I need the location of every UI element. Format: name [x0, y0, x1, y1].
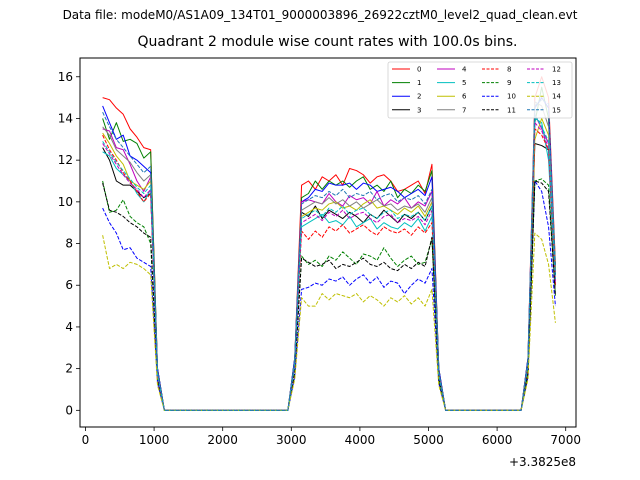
legend-label-14: 14 [552, 93, 561, 101]
legend-label-12: 12 [552, 66, 561, 74]
figure-suptitle: Data file: modeM0/AS1A09_134T01_90000038… [62, 8, 578, 22]
legend-label-3: 3 [417, 106, 421, 114]
y-tick-label: 12 [58, 153, 73, 167]
y-axis: 0 2 4 6 8 10 12 14 16 [58, 70, 80, 417]
x-tick-label: 2000 [207, 433, 238, 447]
legend-label-10: 10 [507, 93, 516, 101]
y-tick-label: 6 [65, 278, 73, 292]
y-tick-label: 16 [58, 70, 73, 84]
legend-label-7: 7 [462, 106, 466, 114]
legend-label-6: 6 [462, 93, 467, 101]
x-offset-label: +3.3825e8 [509, 455, 576, 469]
x-axis: 0 1000 2000 3000 4000 5000 6000 7000 [82, 427, 581, 447]
x-tick-label: 0 [82, 433, 90, 447]
legend-label-15: 15 [552, 106, 561, 114]
legend-label-2: 2 [417, 93, 421, 101]
chart-title: Quadrant 2 module wise count rates with … [137, 34, 518, 50]
axes-frame [79, 57, 577, 428]
plot-area [80, 58, 576, 427]
x-tick-label: 7000 [550, 433, 581, 447]
series-line-15 [102, 99, 556, 411]
legend-box [387, 61, 573, 119]
series-layer [102, 76, 556, 411]
series-line-13 [102, 113, 556, 411]
y-tick-label: 2 [65, 362, 73, 376]
x-tick-label: 1000 [139, 433, 170, 447]
x-tick-label: 6000 [482, 433, 513, 447]
legend-label-0: 0 [417, 66, 421, 74]
y-tick-label: 0 [65, 403, 73, 417]
y-tick-label: 14 [58, 111, 73, 125]
series-line-12 [102, 122, 556, 411]
legend-label-1: 1 [417, 79, 421, 87]
x-tick-label: 3000 [276, 433, 307, 447]
legend-label-9: 9 [507, 79, 511, 87]
y-tick-label: 8 [65, 237, 73, 251]
x-tick-label: 4000 [345, 433, 376, 447]
legend-label-13: 13 [552, 79, 561, 87]
y-tick-label: 10 [58, 195, 73, 209]
legend-label-11: 11 [507, 106, 516, 114]
legend-label-5: 5 [462, 79, 466, 87]
y-tick-label: 4 [65, 320, 73, 334]
x-tick-label: 5000 [413, 433, 444, 447]
legend-label-8: 8 [507, 66, 511, 74]
legend-label-4: 4 [462, 66, 467, 74]
series-line-14 [102, 232, 556, 411]
